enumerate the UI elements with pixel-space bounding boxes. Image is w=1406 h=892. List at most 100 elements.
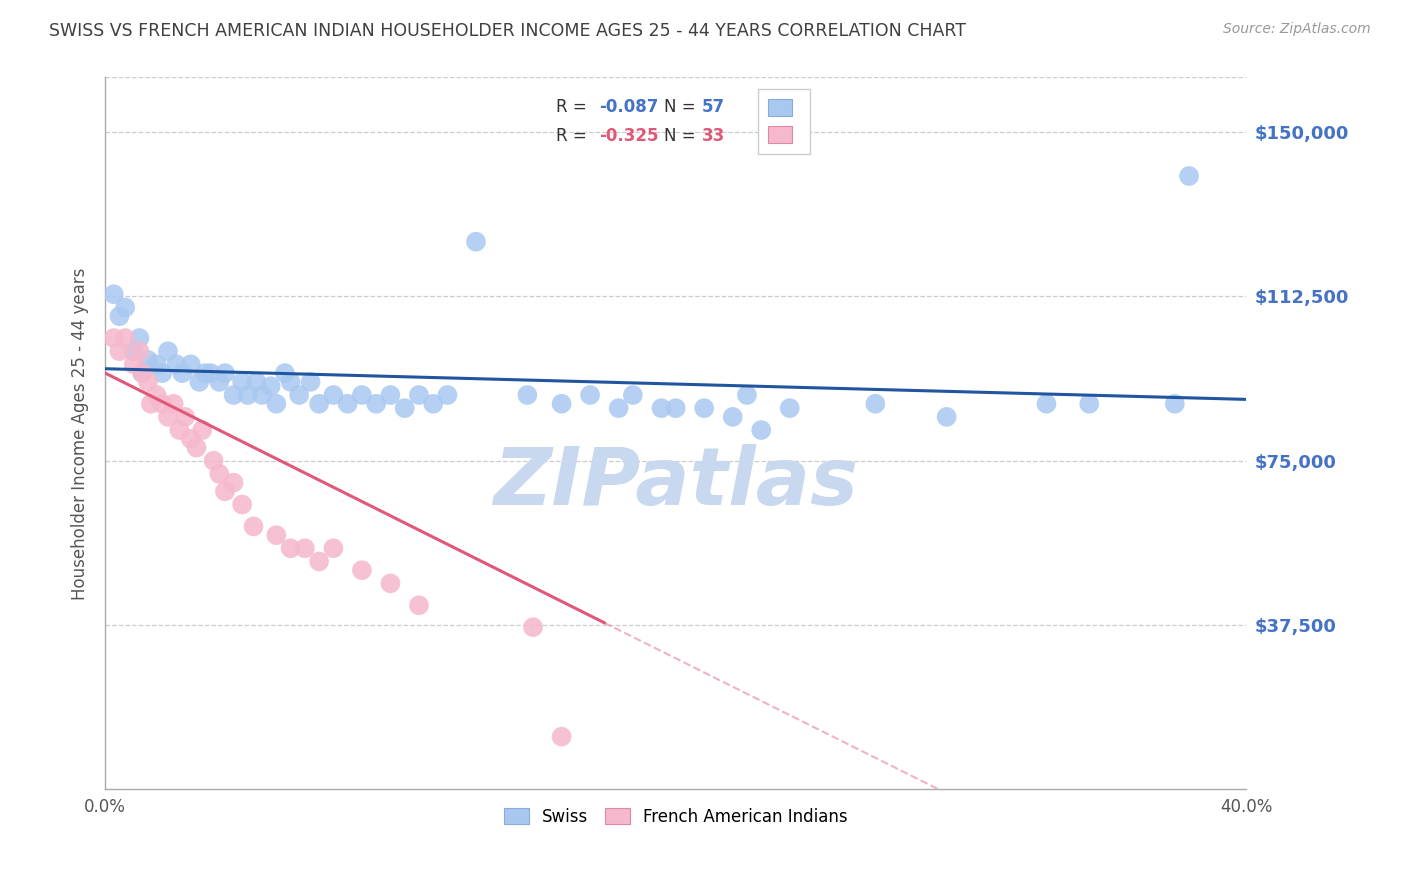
Point [274, 366, 297, 380]
Point [180, 357, 202, 371]
Point [266, 397, 288, 411]
Point [422, 397, 444, 411]
Point [779, 401, 801, 416]
Text: N =: N = [664, 98, 702, 116]
Point [236, 388, 259, 402]
Point [935, 409, 957, 424]
Text: N =: N = [664, 127, 702, 145]
Point [465, 235, 488, 249]
Y-axis label: Householder Income Ages 25 - 44 years: Householder Income Ages 25 - 44 years [72, 267, 89, 599]
Point [214, 366, 236, 380]
Point [1164, 397, 1187, 411]
Point [103, 331, 125, 345]
Text: Source: ZipAtlas.com: Source: ZipAtlas.com [1223, 22, 1371, 37]
Point [607, 401, 630, 416]
Point [163, 397, 186, 411]
Point [1178, 169, 1201, 183]
Point [380, 576, 402, 591]
Point [322, 541, 344, 556]
Text: R =: R = [555, 98, 592, 116]
Point [650, 401, 672, 416]
Point [322, 388, 344, 402]
Point [408, 388, 430, 402]
Point [1035, 397, 1057, 411]
Point [108, 344, 131, 359]
Point [200, 366, 222, 380]
Point [222, 475, 245, 490]
Text: -0.325: -0.325 [599, 127, 659, 145]
Point [145, 357, 167, 371]
Point [150, 397, 173, 411]
Point [299, 375, 322, 389]
Point [169, 423, 191, 437]
Point [194, 366, 217, 380]
Point [128, 331, 150, 345]
Point [136, 375, 159, 389]
Point [550, 397, 572, 411]
Point [366, 397, 388, 411]
Text: -0.087: -0.087 [599, 98, 658, 116]
Point [665, 401, 688, 416]
Point [865, 397, 887, 411]
Point [202, 453, 225, 467]
Point [408, 599, 430, 613]
Point [122, 344, 145, 359]
Point [621, 388, 644, 402]
Text: 33: 33 [702, 127, 725, 145]
Point [308, 554, 330, 568]
Point [350, 388, 373, 402]
Point [245, 375, 267, 389]
Point [186, 441, 208, 455]
Point [108, 309, 131, 323]
Point [156, 344, 179, 359]
Point [131, 366, 153, 380]
Point [128, 344, 150, 359]
Point [172, 366, 194, 380]
Point [288, 388, 311, 402]
Point [145, 388, 167, 402]
Point [308, 397, 330, 411]
Point [208, 375, 231, 389]
Point [735, 388, 758, 402]
Point [139, 397, 162, 411]
Point [231, 498, 253, 512]
Point [136, 353, 159, 368]
Point [350, 563, 373, 577]
Point [294, 541, 316, 556]
Point [336, 397, 359, 411]
Point [242, 519, 264, 533]
Text: R =: R = [555, 127, 592, 145]
Point [222, 388, 245, 402]
Point [214, 484, 236, 499]
Point [259, 379, 281, 393]
Point [180, 432, 202, 446]
Point [266, 528, 288, 542]
Point [522, 620, 544, 634]
Point [280, 375, 302, 389]
Point [114, 331, 136, 345]
Point [174, 409, 197, 424]
Point [191, 423, 214, 437]
Point [436, 388, 458, 402]
Point [380, 388, 402, 402]
Point [150, 366, 173, 380]
Point [208, 467, 231, 481]
Point [231, 375, 253, 389]
Point [721, 409, 744, 424]
Point [122, 357, 145, 371]
Point [550, 730, 572, 744]
Point [114, 301, 136, 315]
Point [188, 375, 211, 389]
Point [579, 388, 602, 402]
Point [103, 287, 125, 301]
Point [516, 388, 538, 402]
Text: ZIPatlas: ZIPatlas [494, 444, 858, 522]
Point [166, 357, 188, 371]
Text: SWISS VS FRENCH AMERICAN INDIAN HOUSEHOLDER INCOME AGES 25 - 44 YEARS CORRELATIO: SWISS VS FRENCH AMERICAN INDIAN HOUSEHOL… [49, 22, 966, 40]
Legend: Swiss, French American Indians: Swiss, French American Indians [495, 799, 856, 834]
Point [131, 366, 153, 380]
Point [394, 401, 416, 416]
Point [1078, 397, 1101, 411]
Point [280, 541, 302, 556]
Text: 57: 57 [702, 98, 725, 116]
